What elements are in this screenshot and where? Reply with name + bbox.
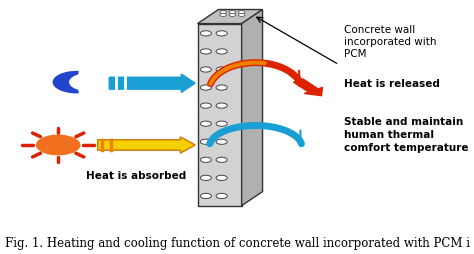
Text: Heat is absorbed: Heat is absorbed <box>86 171 186 181</box>
Circle shape <box>201 140 211 145</box>
Circle shape <box>201 157 211 163</box>
FancyArrow shape <box>98 137 195 153</box>
Text: Fig. 1. Heating and cooling function of concrete wall incorporated with PCM i: Fig. 1. Heating and cooling function of … <box>5 236 470 249</box>
Circle shape <box>220 14 226 17</box>
Polygon shape <box>198 10 263 24</box>
Circle shape <box>216 194 227 199</box>
Circle shape <box>201 104 211 109</box>
Wedge shape <box>53 72 79 94</box>
Circle shape <box>238 14 245 17</box>
Circle shape <box>216 32 227 37</box>
Circle shape <box>216 68 227 73</box>
Circle shape <box>36 135 81 156</box>
Circle shape <box>216 122 227 127</box>
Circle shape <box>229 14 236 17</box>
Circle shape <box>201 86 211 91</box>
FancyArrow shape <box>293 80 322 96</box>
Circle shape <box>216 86 227 91</box>
Circle shape <box>201 122 211 127</box>
Circle shape <box>238 11 245 14</box>
Circle shape <box>201 176 211 181</box>
Polygon shape <box>198 24 242 206</box>
Circle shape <box>216 140 227 145</box>
Circle shape <box>69 74 108 92</box>
Circle shape <box>220 11 226 14</box>
Text: Concrete wall
incorporated with
PCM: Concrete wall incorporated with PCM <box>344 24 437 59</box>
Circle shape <box>201 194 211 199</box>
Polygon shape <box>242 10 263 206</box>
Text: Heat is released: Heat is released <box>344 79 440 89</box>
FancyArrow shape <box>109 75 195 93</box>
Text: Stable and maintain
human thermal
comfort temperature: Stable and maintain human thermal comfor… <box>344 117 468 153</box>
Circle shape <box>229 11 236 14</box>
Circle shape <box>216 104 227 109</box>
Circle shape <box>201 50 211 55</box>
Circle shape <box>216 50 227 55</box>
Circle shape <box>216 176 227 181</box>
Circle shape <box>201 32 211 37</box>
Circle shape <box>201 68 211 73</box>
Circle shape <box>216 157 227 163</box>
